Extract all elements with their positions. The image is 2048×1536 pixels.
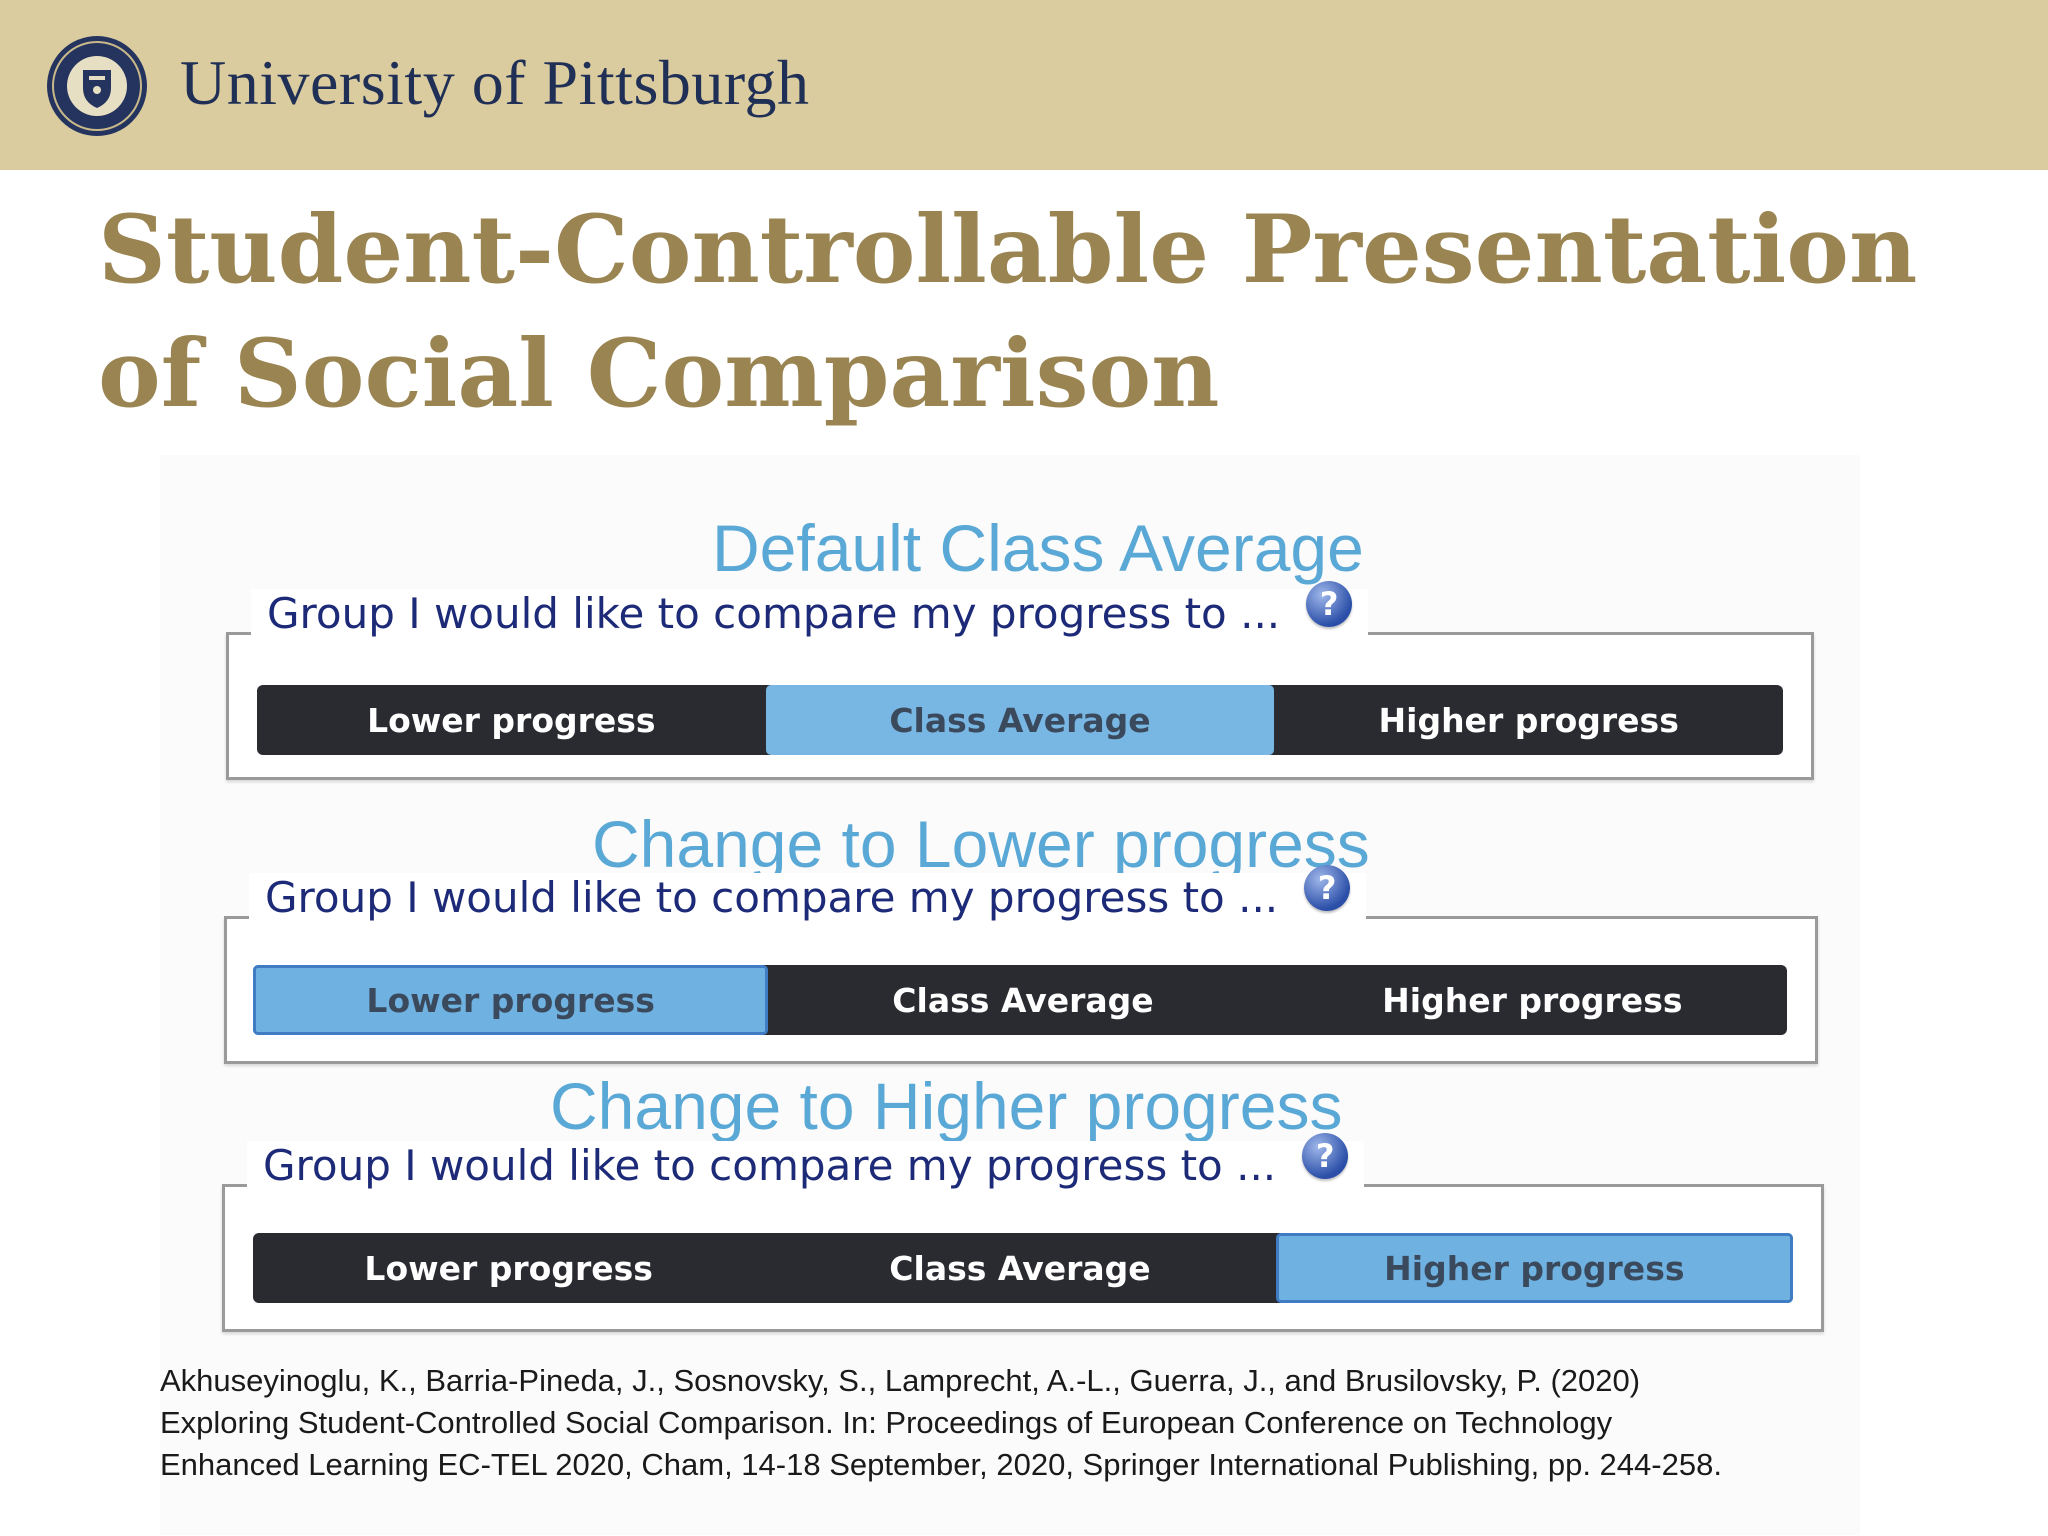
legend-text: Group I would like to compare my progres… [265, 873, 1279, 922]
segmented-control: Lower progress Class Average Higher prog… [257, 685, 1783, 755]
help-icon[interactable]: ? [1306, 580, 1353, 627]
reference-line3: Enhanced Learning EC-TEL 2020, Cham, 14-… [160, 1447, 1722, 1482]
help-icon[interactable]: ? [1304, 864, 1351, 911]
slide-title-line2: of Social Comparison [98, 319, 1220, 429]
caption-change-to-lower: Change to Lower progress [592, 807, 1370, 881]
segmented-control: Lower progress Class Average Higher prog… [253, 965, 1787, 1035]
option-class-average[interactable]: Class Average [889, 1248, 1151, 1288]
option-lower-progress[interactable]: Lower progress [364, 1248, 653, 1288]
legend-text: Group I would like to compare my progres… [263, 1141, 1277, 1190]
header-bar: University of Pittsburgh [0, 0, 2048, 170]
option-higher-progress[interactable]: Higher progress [1382, 980, 1683, 1020]
reference-line1: Akhuseyinoglu, K., Barria-Pineda, J., So… [160, 1363, 1641, 1398]
comparison-group-widget-2: Group I would like to compare my progres… [224, 864, 1818, 1064]
slide-title: Student-Controllable Presentation of Soc… [98, 188, 1998, 436]
help-icon[interactable]: ? [1302, 1132, 1349, 1179]
option-class-average[interactable]: Class Average [892, 980, 1154, 1020]
comparison-group-widget-3: Group I would like to compare my progres… [222, 1132, 1824, 1332]
segmented-control: Lower progress Class Average Higher prog… [253, 1233, 1793, 1303]
reference-line2: Exploring Student-Controlled Social Comp… [160, 1405, 1613, 1440]
caption-default-class-average: Default Class Average [712, 511, 1364, 585]
option-higher-progress-selected[interactable]: Higher progress [1275, 1233, 1793, 1303]
option-lower-progress[interactable]: Lower progress [367, 700, 656, 740]
caption-change-to-higher: Change to Higher progress [550, 1069, 1343, 1143]
widget-legend: Group I would like to compare my progres… [249, 864, 1367, 922]
citation-reference: Akhuseyinoglu, K., Barria-Pineda, J., So… [160, 1360, 1960, 1486]
option-class-average-selected[interactable]: Class Average [765, 685, 1275, 755]
widget-legend: Group I would like to compare my progres… [247, 1132, 1365, 1190]
slide-title-line1: Student-Controllable Presentation [98, 195, 1918, 305]
university-seal-logo [47, 36, 147, 136]
option-higher-progress[interactable]: Higher progress [1378, 700, 1679, 740]
university-name: University of Pittsburgh [180, 47, 810, 118]
widget-legend: Group I would like to compare my progres… [251, 580, 1369, 638]
comparison-group-widget-1: Group I would like to compare my progres… [226, 580, 1814, 780]
option-lower-progress-selected[interactable]: Lower progress [253, 965, 769, 1035]
legend-text: Group I would like to compare my progres… [267, 589, 1281, 638]
